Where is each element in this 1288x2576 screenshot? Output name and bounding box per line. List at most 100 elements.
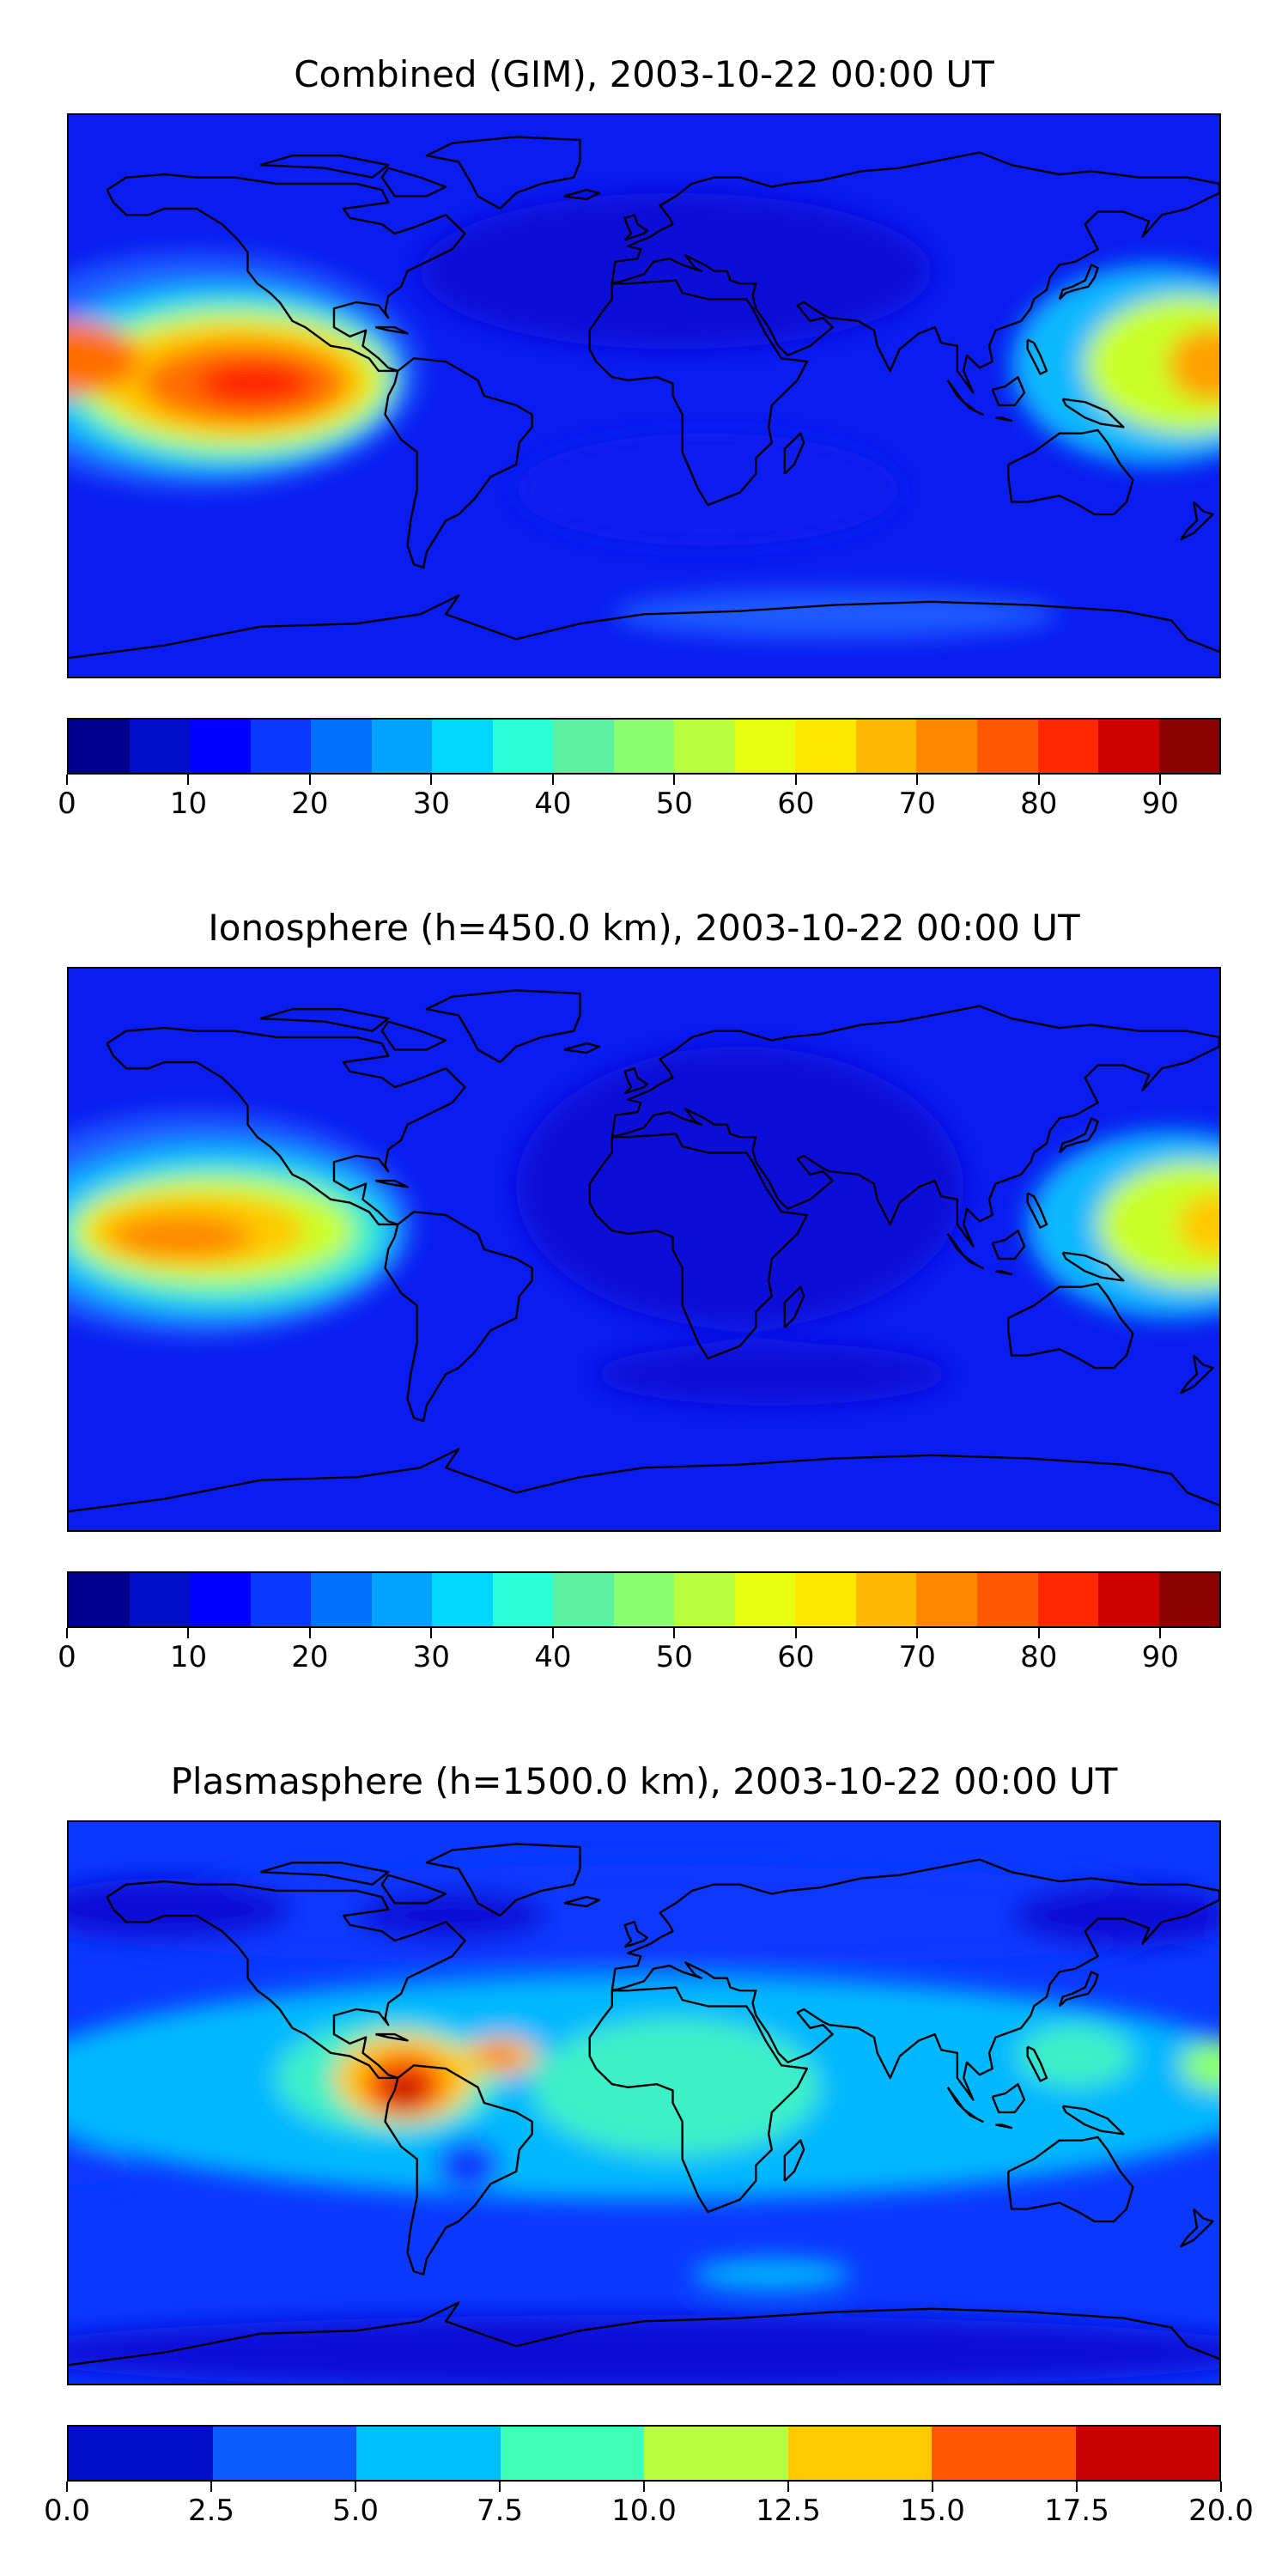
colorbar-tick <box>916 1628 919 1638</box>
panel-2-colorbar <box>67 1571 1221 1628</box>
colorbar-segment-16 <box>1037 1573 1099 1626</box>
colorbar-tick <box>1037 775 1040 785</box>
coastline-4 <box>1007 428 1134 516</box>
colorbar-tick-label: 90 <box>1141 787 1179 821</box>
coastline-12 <box>1061 1251 1125 1282</box>
tec-contours <box>69 1865 1219 2384</box>
colorbar-segment-16 <box>1037 720 1099 773</box>
colorbar-tick <box>673 1628 676 1638</box>
panel-3-map <box>67 1820 1221 2385</box>
coastline-1 <box>384 357 533 569</box>
colorbar-tick <box>551 775 554 785</box>
coastline-0 <box>106 173 466 373</box>
colorbar-segment-6 <box>932 2427 1076 2480</box>
coastline-17 <box>1026 338 1048 375</box>
colorbar-tick <box>916 775 919 785</box>
colorbar-tick-label: 10 <box>169 787 208 821</box>
colorbar-tick <box>355 2482 356 2492</box>
colorbar-segment-2 <box>190 1573 251 1626</box>
tec-contour-11 <box>420 192 932 349</box>
colorbar-tick <box>499 2482 501 2492</box>
colorbar-tick <box>1076 2482 1078 2492</box>
colorbar-segment-10 <box>674 720 735 773</box>
tec-contour-11 <box>436 2140 501 2190</box>
tec-contours <box>69 192 1219 640</box>
panel-2-map <box>67 967 1221 1532</box>
colorbar-segment-13 <box>855 720 917 773</box>
coastline-2 <box>588 1133 809 1360</box>
colorbar-tick <box>66 775 68 785</box>
coastline-6 <box>69 1448 1219 1513</box>
panel-1-title: Combined (GIM), 2003-10-22 00:00 UT <box>294 53 994 95</box>
colorbar-segment-2 <box>356 2427 501 2480</box>
coastline-6 <box>69 2301 1219 2366</box>
tec-contour-6 <box>196 361 312 405</box>
panel-3-colorbar-ticks: 0.0 2.5 5.0 7.5 10.0 12.5 15.0 17.5 20.0 <box>44 2482 1254 2533</box>
tec-contour-9 <box>1177 1193 1219 1256</box>
colorbar-segment-0 <box>69 720 130 773</box>
colorbar-segment-12 <box>795 720 856 773</box>
colorbar-tick-label: 80 <box>1020 787 1058 821</box>
colorbar-tick <box>187 775 190 785</box>
colorbar-segment-12 <box>795 1573 856 1626</box>
colorbar-segment-3 <box>250 720 312 773</box>
colorbar-segment-4 <box>311 720 372 773</box>
colorbar-segment-7 <box>492 1573 554 1626</box>
panel-3-map-svg <box>69 1822 1219 2384</box>
colorbar-segment-2 <box>190 720 251 773</box>
coastline-15 <box>563 188 601 201</box>
coastline-8 <box>1058 1971 1099 2008</box>
colorbar-tick-label: 10.0 <box>611 2494 677 2528</box>
coastline-1 <box>384 2064 533 2276</box>
colorbar-segment-17 <box>1098 1573 1159 1626</box>
colorbar-tick-label: 20 <box>291 1640 329 1674</box>
colorbar-segment-14 <box>916 1573 977 1626</box>
coastline-2 <box>588 279 809 507</box>
tec-contour-0 <box>516 1046 964 1327</box>
panel-2-map-svg <box>69 969 1219 1530</box>
coastline-3 <box>611 1858 1219 2101</box>
coastline-8 <box>1058 1117 1099 1154</box>
colorbar-tick <box>1220 2482 1222 2492</box>
coastline-17 <box>1026 1192 1048 1229</box>
colorbar-segment-5 <box>371 720 433 773</box>
coastline-18 <box>259 155 390 179</box>
colorbar-segment-17 <box>1098 720 1159 773</box>
coastline-15 <box>563 1895 601 1908</box>
colorbar-tick-label: 40 <box>534 1640 572 1674</box>
coastline-8 <box>1058 264 1099 301</box>
tec-contour-6 <box>110 1215 252 1259</box>
coastline-15 <box>563 1042 601 1054</box>
tec-contour-10 <box>1168 327 1219 403</box>
coastline-1 <box>384 1211 533 1423</box>
coastline-12 <box>1061 2105 1125 2136</box>
colorbar-tick-label: 5.0 <box>331 2494 380 2528</box>
tec-contour-1 <box>532 2018 820 2156</box>
colorbar-tick <box>794 775 797 785</box>
coastline-0 <box>106 1026 466 1226</box>
colorbar-tick-label: 30 <box>412 1640 451 1674</box>
colorbar-segment-14 <box>916 720 977 773</box>
colorbar-segment-5 <box>787 2427 932 2480</box>
tec-contour-9 <box>1084 295 1219 434</box>
coastline-5 <box>425 1843 581 1917</box>
coastline-10 <box>995 2123 1013 2129</box>
colorbar-tick <box>1159 775 1162 785</box>
colorbar-segment-1 <box>129 1573 191 1626</box>
colorbar-tick <box>430 775 433 785</box>
coastline-5 <box>425 136 581 210</box>
coastline-16 <box>375 2032 409 2042</box>
colorbar-segment-6 <box>432 720 493 773</box>
coastline-4 <box>1007 1282 1134 1370</box>
colorbar-tick <box>551 1628 554 1638</box>
tec-contour-15 <box>1012 1884 1219 1947</box>
coastline-0 <box>106 1880 466 2080</box>
colorbar-segment-3 <box>500 2427 644 2480</box>
colorbar-tick-label: 0.0 <box>43 2494 91 2528</box>
colorbar-tick-label: 12.5 <box>756 2494 821 2528</box>
panel-3-title: Plasmasphere (h=1500.0 km), 2003-10-22 0… <box>170 1760 1118 1802</box>
coastline-6 <box>69 594 1219 659</box>
colorbar-tick <box>643 2482 645 2492</box>
coastline-7 <box>623 1067 648 1095</box>
coastline-13 <box>783 432 805 475</box>
